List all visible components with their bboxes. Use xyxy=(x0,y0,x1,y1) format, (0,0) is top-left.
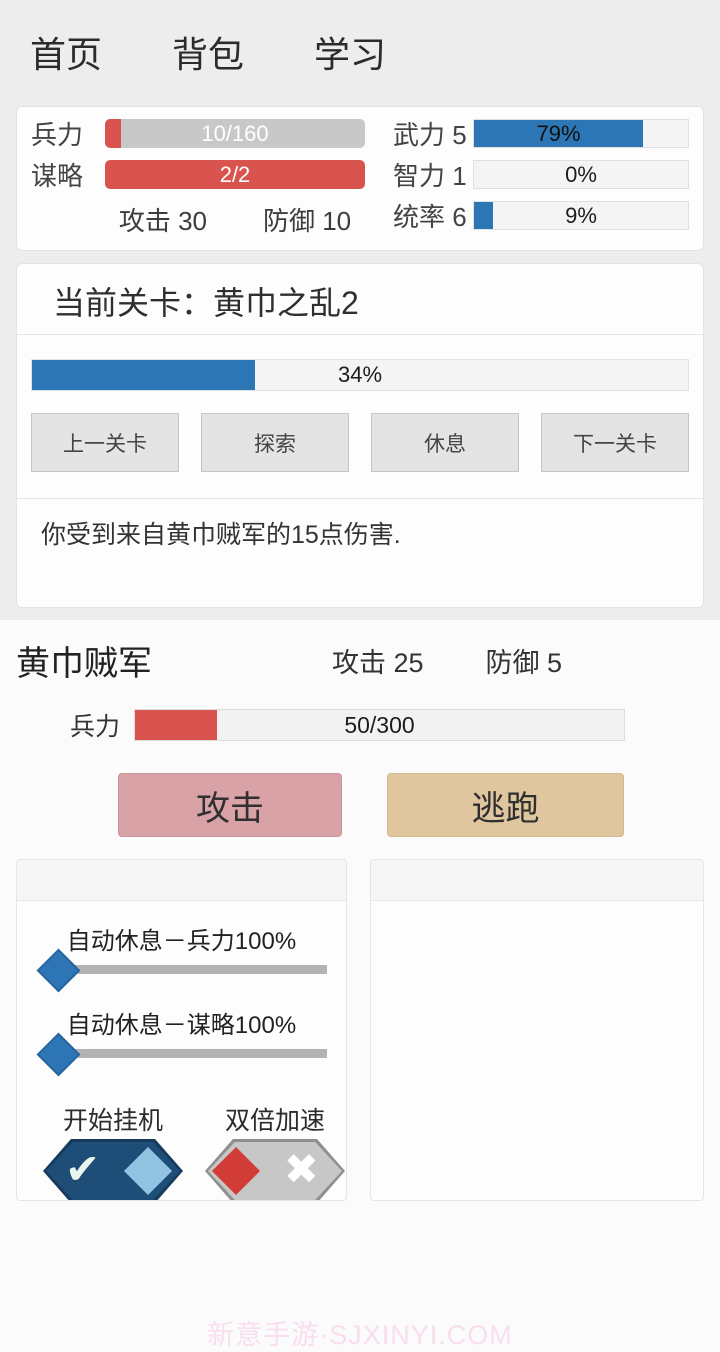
idle-toggle-switch[interactable]: ✔ xyxy=(43,1139,183,1200)
troops-bar-text: 10/160 xyxy=(201,120,269,146)
enemy-defense-text: 防御 5 xyxy=(485,648,563,678)
troops-label: 兵力 xyxy=(31,120,84,150)
auto-rest-strategy-label: 自动休息－谋略100% xyxy=(66,1012,297,1039)
level-panel: 当前关卡：黄巾之乱2 34% 上一关卡 探索 休息 下一关卡 你受到来自黄巾贼军… xyxy=(16,263,704,608)
player-stats-left: 兵力 10/160 谋略 2/2 攻击 30 防御 10 xyxy=(31,119,365,238)
level-body: 34% 上一关卡 探索 休息 下一关卡 xyxy=(17,335,703,498)
speed-toggle-switch[interactable]: ✖ xyxy=(205,1139,345,1200)
speed-toggle-label: 双倍加速 xyxy=(224,1107,325,1135)
flee-button[interactable]: 逃跑 xyxy=(387,773,624,837)
auto-rest-strategy-thumb[interactable] xyxy=(36,1032,81,1077)
battle-actions-row: 攻击 逃跑 xyxy=(0,773,720,837)
lead-row: 统率 6 9% xyxy=(393,201,689,232)
player-attack-text: 攻击 30 xyxy=(118,206,207,236)
intel-row: 智力 1 0% xyxy=(393,160,689,191)
auto-rest-troops-track[interactable] xyxy=(43,965,327,974)
lead-bar: 9% xyxy=(473,201,689,230)
battle-section: 黄巾贼军 攻击 25 防御 5 兵力 50/300 攻击 逃跑 自动休息－兵力1… xyxy=(0,620,720,1352)
empty-card xyxy=(370,859,704,1201)
automation-card: 自动休息－兵力100% 自动休息－谋略100% 开始挂机 xyxy=(16,859,347,1201)
automation-cards-row: 自动休息－兵力100% 自动休息－谋略100% 开始挂机 xyxy=(16,859,704,1201)
level-title: 当前关卡：黄巾之乱2 xyxy=(17,264,703,335)
enemy-header-row: 黄巾贼军 攻击 25 防御 5 xyxy=(0,636,720,685)
auto-rest-troops-slider xyxy=(29,948,334,993)
auto-rest-troops-label: 自动休息－兵力100% xyxy=(66,928,297,955)
speed-toggle-block: 双倍加速 ✖ xyxy=(205,1101,345,1200)
empty-card-header xyxy=(371,860,703,901)
top-nav: 首页 背包 学习 xyxy=(0,0,720,94)
prev-level-button[interactable]: 上一关卡 xyxy=(31,413,179,472)
cross-icon: ✖ xyxy=(283,1144,319,1194)
lead-bar-text: 9% xyxy=(565,202,597,228)
enemy-hp-bar: 50/300 xyxy=(134,709,625,741)
player-attack-defense: 攻击 30 防御 10 xyxy=(105,201,365,238)
level-progress-fill xyxy=(32,360,256,390)
enemy-attack-text: 攻击 25 xyxy=(332,648,424,678)
automation-card-body: 自动休息－兵力100% 自动休息－谋略100% 开始挂机 xyxy=(17,901,346,1200)
lead-bar-fill xyxy=(474,202,494,229)
lead-label: 统率 6 xyxy=(393,202,467,232)
automation-card-header xyxy=(17,860,346,901)
attack-button[interactable]: 攻击 xyxy=(118,773,342,837)
auto-rest-strategy-slider xyxy=(29,1032,334,1077)
enemy-hp-text: 50/300 xyxy=(344,711,415,738)
idle-toggle-block: 开始挂机 ✔ xyxy=(43,1101,183,1200)
rest-button[interactable]: 休息 xyxy=(371,413,519,472)
intel-bar-text: 0% xyxy=(565,161,597,187)
idle-toggle-label: 开始挂机 xyxy=(62,1107,163,1135)
enemy-hp-fill xyxy=(135,710,217,740)
auto-rest-strategy-track[interactable] xyxy=(43,1049,327,1058)
might-label: 武力 5 xyxy=(393,120,467,150)
might-bar-fill: 79% xyxy=(474,120,644,147)
intel-label: 智力 1 xyxy=(393,161,467,191)
intel-bar: 0% xyxy=(473,160,689,189)
troops-row: 兵力 10/160 xyxy=(31,119,365,150)
battle-log-message: 你受到来自黄巾贼军的15点伤害. xyxy=(17,498,703,607)
player-stats-panel: 兵力 10/160 谋略 2/2 攻击 30 防御 10 武力 5 79% 智力 xyxy=(16,106,704,251)
player-defense-text: 防御 10 xyxy=(263,206,352,236)
nav-item-learn[interactable]: 学习 xyxy=(314,34,387,75)
next-level-button[interactable]: 下一关卡 xyxy=(541,413,689,472)
auto-rest-troops-thumb[interactable] xyxy=(36,948,81,993)
strategy-bar-fill xyxy=(105,160,365,189)
level-progress-bar: 34% xyxy=(31,359,689,391)
enemy-hp-row: 兵力 50/300 xyxy=(70,707,625,743)
strategy-label: 谋略 xyxy=(31,161,84,191)
might-bar: 79% xyxy=(473,119,689,148)
explore-button[interactable]: 探索 xyxy=(201,413,349,472)
troops-bar: 10/160 xyxy=(105,119,365,148)
level-progress-text: 34% xyxy=(337,362,383,387)
strategy-bar-text: 2/2 xyxy=(219,161,251,187)
troops-bar-fill xyxy=(105,119,122,148)
enemy-name: 黄巾贼军 xyxy=(16,645,152,683)
site-watermark: 新意手游·SJXINYI.COM xyxy=(207,1320,513,1350)
toggles-row: 开始挂机 ✔ 双倍加速 xyxy=(29,1101,345,1200)
nav-item-home[interactable]: 首页 xyxy=(30,34,103,75)
level-buttons-row: 上一关卡 探索 休息 下一关卡 xyxy=(31,413,689,472)
strategy-bar: 2/2 xyxy=(105,160,365,189)
check-icon: ✔ xyxy=(65,1144,101,1194)
might-row: 武力 5 79% xyxy=(393,119,689,150)
enemy-hp-label: 兵力 xyxy=(70,713,121,741)
player-stats-right: 武力 5 79% 智力 1 0% 统率 6 9% xyxy=(393,119,689,238)
nav-item-bag[interactable]: 背包 xyxy=(172,34,245,75)
strategy-row: 谋略 2/2 xyxy=(31,160,365,191)
